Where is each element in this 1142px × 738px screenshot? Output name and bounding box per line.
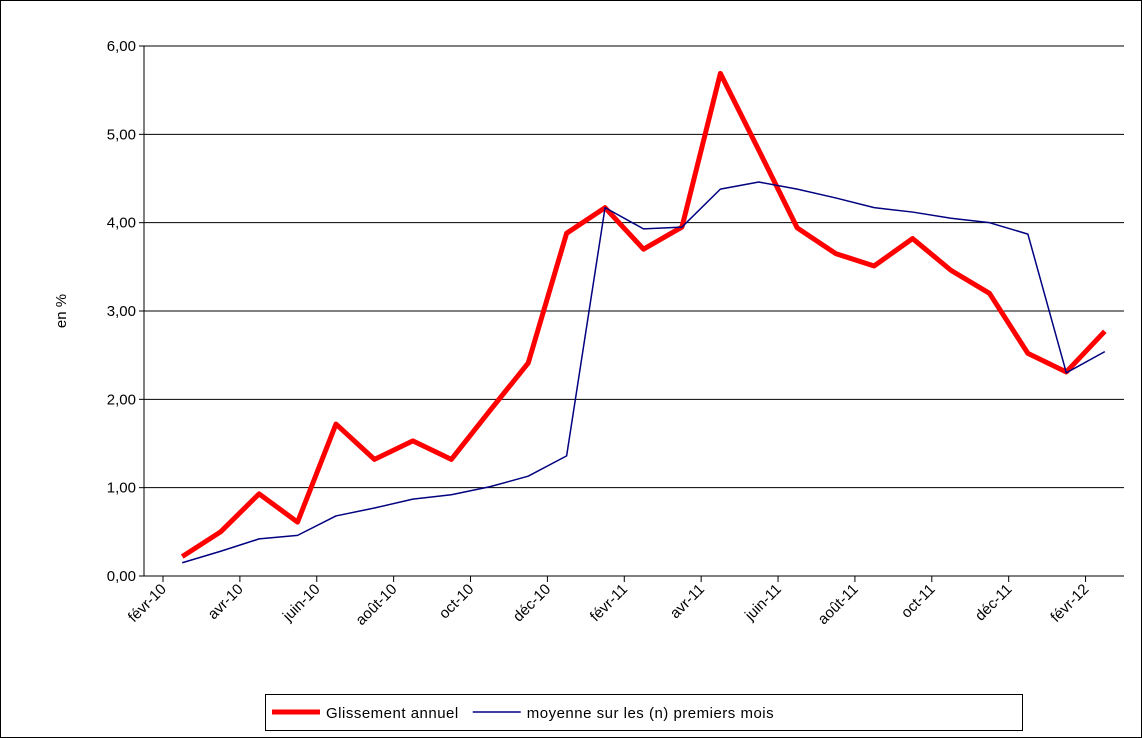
y-tick-label: 0,00	[107, 568, 136, 585]
legend-box	[265, 694, 1023, 731]
series-line	[182, 181, 1106, 564]
legend-label: Glissement annuel	[326, 705, 459, 722]
y-axis-label: en %	[53, 294, 70, 328]
legend: Glissement annuel moyenne sur les (n) pre…	[265, 694, 1023, 731]
y-tick-label: 4,00	[107, 215, 136, 232]
series-line	[180, 70, 1107, 559]
y-tick-label: 3,00	[107, 303, 136, 320]
legend-label: moyenne sur les (n) premiers mois	[527, 705, 774, 722]
y-tick-label: 1,00	[107, 480, 136, 497]
y-tick-label: 2,00	[107, 391, 136, 408]
y-tick-label: 6,00	[107, 38, 136, 55]
y-tick-label: 5,00	[107, 126, 136, 143]
